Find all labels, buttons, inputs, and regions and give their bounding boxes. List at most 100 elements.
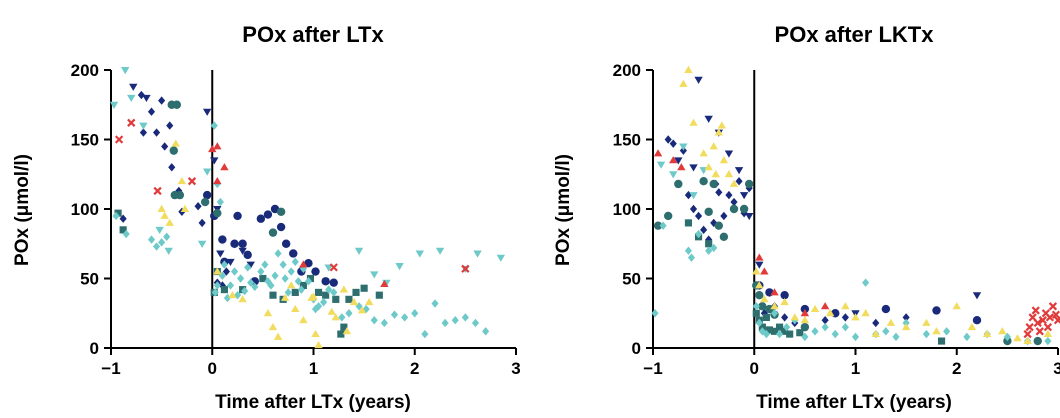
data-point-cyan-triangle-down [656, 161, 666, 169]
data-point-cyan-diamond [461, 313, 469, 322]
data-point-navy-circle [780, 290, 789, 300]
x-tick-label: 0 [208, 359, 217, 378]
data-point-cyan-diamond [320, 297, 328, 307]
data-point-cyan-diamond [471, 318, 480, 328]
data-point-navy-diamond [760, 309, 768, 318]
data-point-yellow-triangle-up [268, 322, 278, 331]
data-point-cyan-triangle-down [679, 143, 688, 151]
data-point-red-triangle-up [677, 163, 686, 171]
x-tick-label: 1 [309, 359, 318, 378]
data-point-cyan-diamond [297, 285, 305, 294]
data-point-yellow-triangle-up [339, 285, 349, 293]
data-point-yellow-triangle-up [165, 218, 174, 226]
data-point-cyan-diamond [770, 309, 779, 318]
data-point-navy-circle [281, 239, 291, 248]
data-point-cyan-triangle-down [155, 226, 164, 235]
data-point-navy-circle [243, 250, 252, 260]
x-tick-label: 3 [511, 359, 520, 378]
data-point-teal-square [786, 330, 794, 338]
data-point-yellow-triangle-up [679, 79, 688, 87]
data-point-cyan-diamond [651, 309, 659, 318]
data-point-cyan-diamond [431, 299, 439, 308]
data-point-yellow-triangle-up [729, 179, 739, 187]
data-point-yellow-triangle-up [861, 309, 870, 317]
data-point-navy-diamond [710, 218, 718, 228]
data-point-cyan-diamond [421, 329, 429, 339]
data-point-yellow-triangle-up [886, 318, 896, 326]
data-point-cyan-diamond [758, 327, 766, 336]
data-point-yellow-triangle-up [901, 322, 911, 331]
data-point-cyan-diamond [345, 309, 353, 318]
data-point-navy-circle [233, 211, 242, 221]
data-point-cyan-diamond [390, 310, 399, 319]
data-point-navy-triangle-down [724, 150, 734, 158]
data-point-navy-diamond [147, 107, 156, 116]
data-point-cyan-diamond [963, 332, 971, 342]
data-point-navy-triangle-down [739, 192, 749, 200]
data-point-navy-circle [289, 249, 298, 258]
data-point-teal-circle [674, 179, 683, 189]
data-point-cyan-diamond [230, 267, 239, 276]
data-point-yellow-triangle-up [171, 139, 180, 147]
data-point-cyan-diamond [287, 267, 295, 276]
data-point-navy-diamond [781, 313, 789, 322]
data-point-yellow-triangle-up [364, 297, 374, 306]
data-point-navy-diamond [725, 190, 733, 200]
data-point-navy-circle [881, 304, 891, 314]
data-point-cyan-diamond [247, 278, 255, 287]
data-point-red-triangle-up [760, 267, 769, 275]
data-point-teal-circle [200, 197, 210, 207]
data-point-navy-circle [972, 316, 982, 325]
data-point-cyan-diamond [370, 316, 378, 325]
data-point-teal-square [937, 337, 946, 345]
data-point-yellow-triangle-up [709, 142, 718, 150]
x-tick-label: −1 [101, 359, 120, 378]
data-point-teal-square [762, 313, 770, 321]
x-axis-label: Time after LTx (years) [756, 392, 952, 413]
data-point-yellow-triangle-up [952, 302, 961, 310]
data-point-red-triangle-up [299, 260, 308, 268]
data-point-yellow-triangle-up [213, 267, 222, 275]
data-point-yellow-triangle-up [684, 65, 693, 73]
data-point-cyan-diamond [261, 260, 269, 269]
data-point-yellow-triangle-up [998, 327, 1007, 335]
data-point-cyan-diamond [922, 329, 930, 339]
data-point-cyan-triangle-down [164, 247, 173, 255]
data-point-teal-circle [719, 232, 729, 241]
data-point-cyan-diamond [762, 329, 770, 339]
data-point-red-triangle-up [800, 309, 810, 317]
y-tick-label: 50 [80, 270, 99, 289]
data-point-red-cross [1045, 313, 1055, 322]
data-point-cyan-diamond [284, 288, 292, 297]
chart-pox-after-lktx: POx after LKTx POx (μmol/l) Time after L… [553, 22, 1060, 413]
data-point-navy-circle [321, 277, 330, 286]
data-point-cyan-diamond [281, 274, 289, 283]
data-point-yellow-triangle-up [228, 290, 237, 299]
data-point-red-cross [1025, 323, 1034, 332]
data-point-yellow-triangle-up [851, 313, 860, 321]
data-point-navy-triangle-down [744, 213, 754, 221]
data-point-red-triangle-up [770, 288, 779, 296]
data-point-navy-circle [932, 306, 941, 315]
data-point-red-cross [1043, 323, 1053, 332]
data-point-yellow-triangle-up [841, 302, 850, 310]
data-point-red-triangle-up [669, 156, 678, 164]
data-point-teal-circle [276, 207, 286, 216]
data-point-cyan-diamond [213, 281, 221, 290]
y-tick-label: 100 [71, 200, 99, 219]
data-point-yellow-triangle-up [349, 297, 359, 306]
data-point-yellow-triangle-up [780, 297, 789, 306]
data-point-yellow-triangle-up [760, 295, 769, 303]
x-tick-label: 3 [1053, 359, 1060, 378]
data-point-red-cross [1038, 316, 1047, 325]
data-point-teal-square [345, 295, 353, 303]
data-point-navy-triangle-down [972, 292, 982, 300]
data-point-cyan-diamond [291, 257, 299, 267]
data-point-navy-diamond [902, 313, 910, 322]
data-point-cyan-diamond [811, 327, 819, 336]
data-point-teal-square [375, 291, 383, 299]
data-point-navy-triangle-down [704, 115, 713, 123]
data-point-teal-circle [729, 204, 739, 214]
data-point-cyan-triangle-down [370, 271, 379, 279]
